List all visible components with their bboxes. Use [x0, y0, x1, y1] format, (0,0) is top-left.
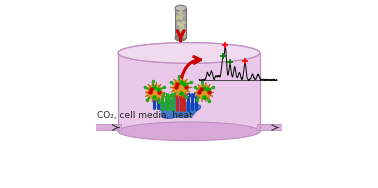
Polygon shape: [118, 53, 260, 131]
Text: CO₂, cell media, heat: CO₂, cell media, heat: [97, 111, 192, 121]
Ellipse shape: [175, 35, 186, 41]
Polygon shape: [157, 99, 201, 118]
Circle shape: [147, 85, 162, 100]
FancyBboxPatch shape: [257, 124, 283, 131]
Ellipse shape: [118, 43, 260, 63]
Ellipse shape: [175, 5, 186, 11]
Ellipse shape: [118, 122, 260, 141]
FancyBboxPatch shape: [95, 124, 122, 131]
Polygon shape: [175, 8, 186, 38]
Circle shape: [197, 85, 211, 99]
Circle shape: [173, 80, 189, 95]
Ellipse shape: [119, 45, 259, 62]
